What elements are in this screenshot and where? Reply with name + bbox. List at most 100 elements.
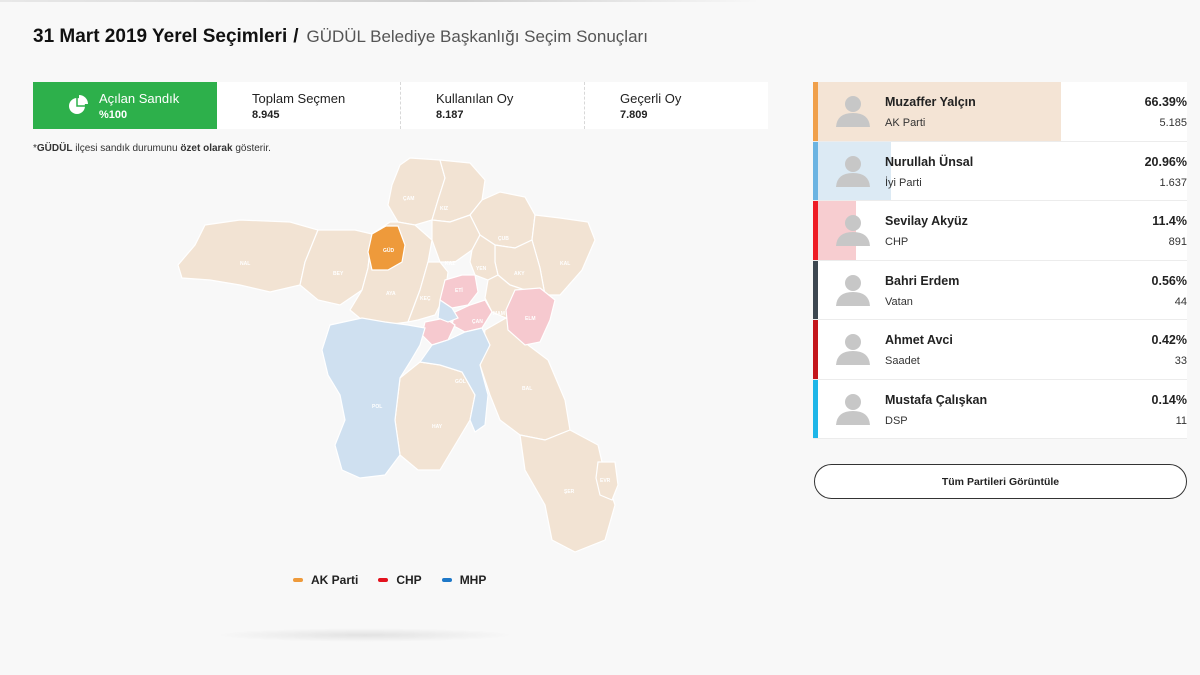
candidate-percent: 0.42% bbox=[1151, 333, 1187, 347]
candidate-name: Ahmet Avci bbox=[885, 333, 953, 347]
ankara-map-svg: ÇAM KIZ GÜD ÇUB KAL NAL BEY AYA KAZ AKY … bbox=[177, 157, 619, 553]
stat-label: Açılan Sandık bbox=[99, 91, 180, 106]
map-district-ser[interactable] bbox=[519, 429, 616, 553]
legend-swatch bbox=[441, 578, 452, 582]
note-prefix: * bbox=[33, 143, 37, 154]
candidate-name: Bahri Erdem bbox=[885, 273, 960, 288]
candidate-votes: 1.637 bbox=[1159, 176, 1187, 189]
party-color-stripe bbox=[813, 201, 818, 260]
district-map: ÇAM KIZ GÜD ÇUB KAL NAL BEY AYA KAZ AKY … bbox=[170, 150, 640, 560]
party-color-stripe bbox=[813, 320, 818, 379]
map-district-gud[interactable] bbox=[367, 225, 406, 271]
candidate-list: Muzaffer Yalçın AK Parti 66.39% 5.185 Nu… bbox=[813, 82, 1187, 439]
candidate-percent: 0.56% bbox=[1151, 273, 1187, 288]
svg-text:GÖL: GÖL bbox=[455, 378, 466, 385]
svg-text:ÇAM: ÇAM bbox=[403, 196, 414, 202]
legend-label: CHP bbox=[396, 573, 422, 587]
legend-item-chp: CHP bbox=[378, 573, 422, 587]
stat-value: 7.809 bbox=[620, 109, 648, 121]
stat-valid-votes: Geçerli Oy 7.809 bbox=[584, 82, 768, 129]
svg-text:KAL: KAL bbox=[560, 261, 570, 267]
avatar-placeholder-icon bbox=[836, 215, 870, 246]
candidate-party: DSP bbox=[885, 414, 908, 427]
candidate-row[interactable]: Mustafa Çalışkan DSP 0.14% 11 bbox=[813, 379, 1187, 439]
party-color-stripe bbox=[813, 260, 818, 319]
map-labels: ÇAM KIZ GÜD ÇUB KAL NAL BEY AYA KAZ AKY … bbox=[240, 196, 611, 495]
note-text: ilçesi sandık durumunu bbox=[72, 143, 181, 154]
avatar-placeholder-icon bbox=[836, 274, 870, 306]
candidate-votes: 5.185 bbox=[1159, 117, 1187, 129]
map-district-nal[interactable] bbox=[177, 219, 319, 293]
party-color-stripe bbox=[813, 82, 818, 141]
candidate-percent: 0.14% bbox=[1151, 392, 1187, 407]
page-title: 31 Mart 2019 Yerel Seçimleri / GÜDÜL Bel… bbox=[33, 26, 648, 48]
legend-label: AK Parti bbox=[311, 573, 359, 587]
svg-text:POL: POL bbox=[372, 404, 382, 410]
candidate-name: Muzaffer Yalçın bbox=[885, 95, 976, 109]
stat-opened-boxes: Açılan Sandık %100 bbox=[33, 82, 217, 129]
svg-text:AYA: AYA bbox=[386, 291, 396, 297]
stat-value: 8.945 bbox=[252, 109, 280, 121]
candidate-percent: 20.96% bbox=[1144, 154, 1187, 169]
map-district-center-mhp[interactable] bbox=[437, 298, 459, 323]
map-district-pol[interactable] bbox=[321, 317, 426, 479]
party-color-stripe bbox=[813, 379, 818, 438]
note-emphasis: özet olarak bbox=[180, 143, 233, 154]
svg-text:BEY: BEY bbox=[333, 271, 344, 277]
avatar-placeholder-icon bbox=[836, 155, 870, 187]
map-shadow bbox=[215, 628, 515, 642]
svg-text:YEN: YEN bbox=[476, 266, 487, 272]
stat-value: %100 bbox=[99, 109, 128, 121]
svg-text:ÇUB: ÇUB bbox=[498, 236, 509, 242]
svg-text:EVR: EVR bbox=[600, 478, 611, 484]
candidate-party: İyi Parti bbox=[885, 176, 922, 189]
avatar-placeholder-icon bbox=[836, 393, 870, 425]
note-district: GÜDÜL bbox=[36, 143, 73, 154]
stat-total-voters: Toplam Seçmen 8.945 bbox=[217, 82, 400, 129]
candidate-party: CHP bbox=[885, 236, 909, 248]
avatar-placeholder-icon bbox=[836, 96, 870, 127]
legend-swatch bbox=[293, 578, 303, 582]
candidate-row[interactable]: Muzaffer Yalçın AK Parti 66.39% 5.185 bbox=[813, 82, 1187, 142]
stats-bar: Açılan Sandık %100 Toplam Seçmen 8.945 K… bbox=[33, 82, 768, 129]
candidate-row[interactable]: Sevilay Akyüz CHP 11.4% 891 bbox=[813, 201, 1187, 261]
candidate-party: Saadet bbox=[885, 355, 920, 367]
svg-text:BAL: BAL bbox=[522, 386, 532, 392]
svg-text:AKY: AKY bbox=[514, 271, 525, 277]
stat-value: 8.187 bbox=[436, 109, 464, 121]
map-legend: AK Parti CHP MHP bbox=[293, 573, 486, 587]
legend-label: MHP bbox=[459, 573, 487, 587]
candidate-row[interactable]: Bahri Erdem Vatan 0.56% 44 bbox=[813, 260, 1187, 320]
candidate-votes: 44 bbox=[1174, 295, 1187, 308]
map-district-elm[interactable] bbox=[505, 287, 556, 346]
pie-chart-icon bbox=[69, 95, 88, 114]
candidate-party: Vatan bbox=[885, 295, 913, 308]
map-district-evr[interactable] bbox=[595, 461, 619, 501]
top-divider bbox=[0, 0, 760, 2]
candidate-votes: 891 bbox=[1168, 236, 1187, 248]
svg-text:HAY: HAY bbox=[432, 424, 443, 430]
legend-item-mhp: MHP bbox=[441, 573, 487, 587]
svg-text:ETİ: ETİ bbox=[455, 287, 463, 294]
candidate-row[interactable]: Nurullah Ünsal İyi Parti 20.96% 1.637 bbox=[813, 141, 1187, 201]
svg-text:KAZ: KAZ bbox=[445, 261, 455, 267]
svg-text:MAM: MAM bbox=[493, 311, 505, 317]
legend-item-akp: AK Parti bbox=[293, 573, 358, 587]
map-district-bey[interactable] bbox=[299, 229, 373, 306]
svg-text:ELM: ELM bbox=[525, 316, 536, 322]
candidate-name: Sevilay Akyüz bbox=[885, 214, 968, 228]
election-title: 31 Mart 2019 Yerel Seçimleri bbox=[33, 26, 288, 47]
election-subtitle: GÜDÜL Belediye Başkanlığı Seçim Sonuçlar… bbox=[306, 27, 648, 46]
map-district-gol[interactable] bbox=[418, 327, 491, 433]
avatar-placeholder-icon bbox=[836, 334, 870, 365]
title-separator: / bbox=[293, 26, 299, 47]
view-all-parties-button[interactable]: Tüm Partileri Görüntüle bbox=[814, 464, 1187, 499]
candidate-name: Mustafa Çalışkan bbox=[885, 392, 988, 407]
note-suffix: gösterir. bbox=[232, 143, 271, 154]
candidate-name: Nurullah Ünsal bbox=[885, 154, 974, 169]
candidate-row[interactable]: Ahmet Avci Saadet 0.42% 33 bbox=[813, 320, 1187, 380]
stat-label: Geçerli Oy bbox=[620, 91, 682, 106]
svg-text:KEÇ: KEÇ bbox=[420, 296, 431, 302]
svg-text:NAL: NAL bbox=[240, 261, 250, 267]
candidate-votes: 11 bbox=[1175, 414, 1187, 427]
